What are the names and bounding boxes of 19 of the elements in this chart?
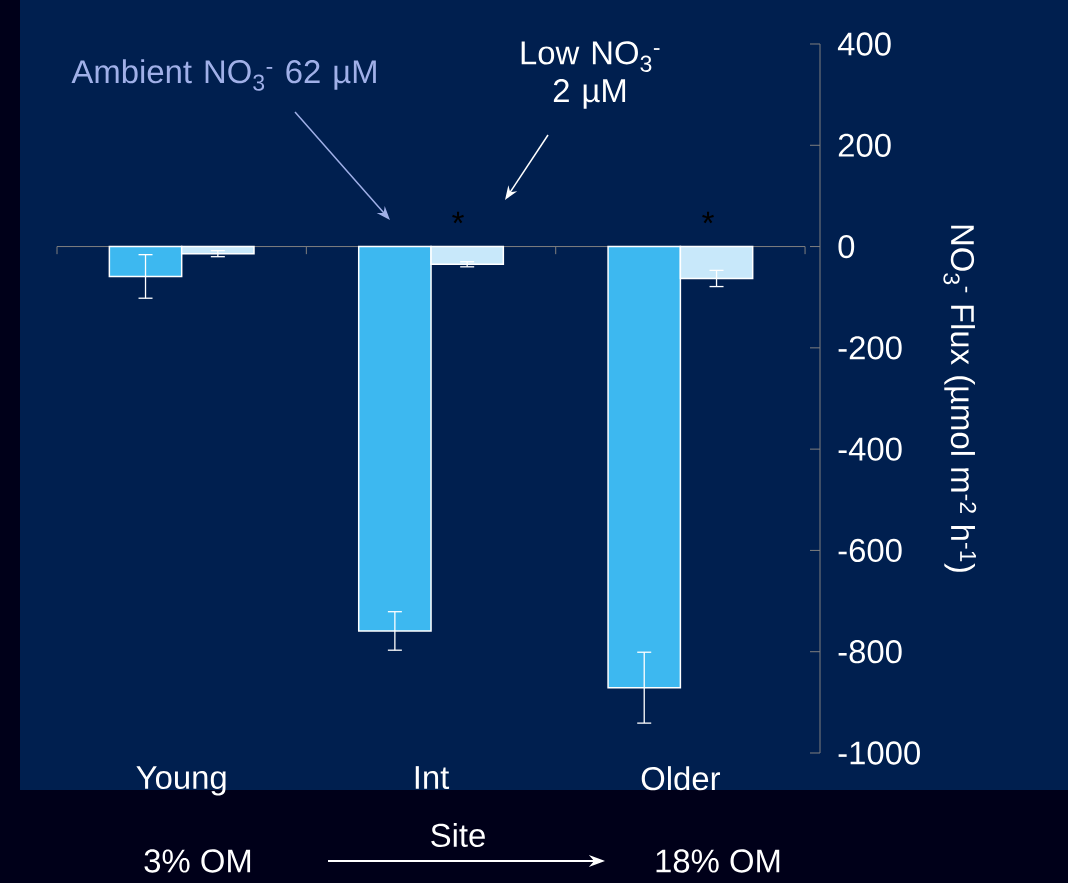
y-tick-label: -800 <box>838 640 902 664</box>
x-tick-label: Older <box>641 766 721 791</box>
annotation: Ambient NO$_{3}$$^{-}$ 62 µM <box>71 59 376 91</box>
text: 18% OM <box>656 849 780 873</box>
y-tick-label: -600 <box>838 538 902 563</box>
text: 3% OM <box>144 849 251 873</box>
text: Low NO$_{3}$- 2 µM <box>521 41 660 110</box>
y-tick-label: -1000 <box>838 741 920 765</box>
y-tick-label: 400 <box>837 32 891 56</box>
x-tick-label: Young <box>136 766 226 796</box>
annotation: * <box>452 211 464 224</box>
y-tick-label: 200 <box>838 133 891 158</box>
y-axis-title: NO$_{3}$$^{-}$ Flux (µmol m$^{-2}$ h$^{-1}$) <box>943 225 977 573</box>
x-tick-label: Int <box>415 766 450 790</box>
y-tick-label: -200 <box>838 336 902 360</box>
annotation: * <box>702 211 714 224</box>
y-tick-label: -400 <box>838 437 902 461</box>
text: Site <box>431 823 485 848</box>
y-tick-label: 0 <box>838 235 855 259</box>
